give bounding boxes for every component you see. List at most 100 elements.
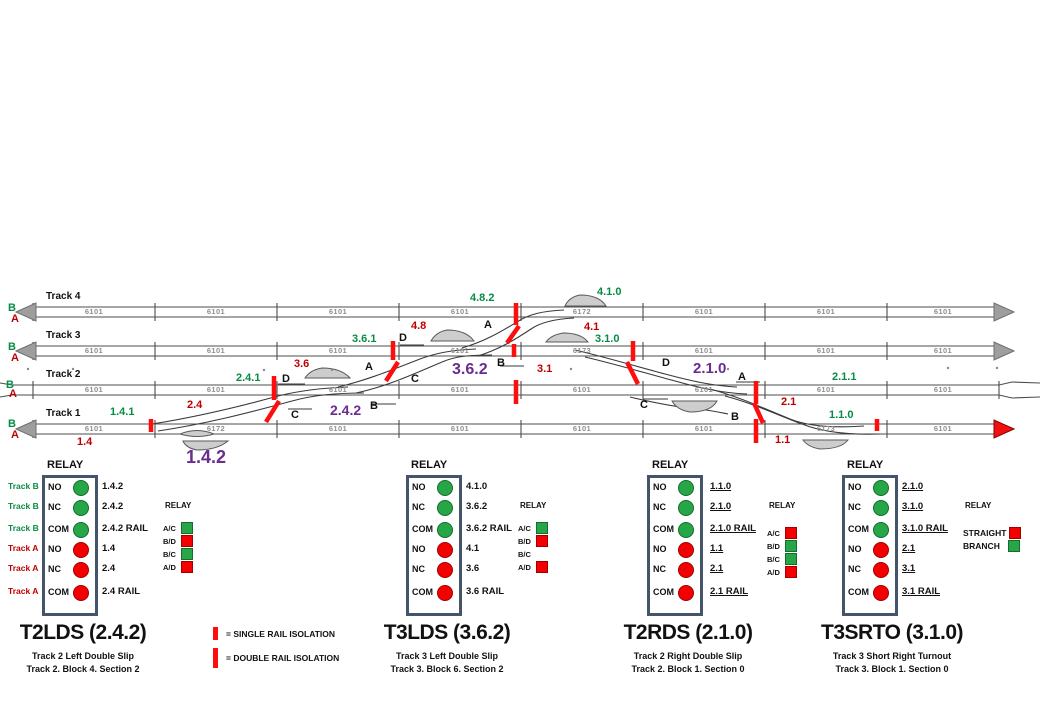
segment-label: 6173	[572, 346, 592, 355]
relay-contact-label: NO	[653, 544, 667, 554]
track-row-label: Track B	[8, 502, 39, 511]
sub-legend-label: BRANCH	[963, 541, 1000, 551]
title-block-t2lds: T2LDS (2.4.2) Track 2 Left Double Slip T…	[0, 620, 166, 676]
relay-contact-label: NO	[48, 544, 62, 554]
section-label-green: 4.1.0	[597, 286, 622, 298]
track-row-label: Track A	[8, 544, 39, 553]
relay-contact-label: NC	[653, 502, 666, 512]
rail-letter-b: B	[8, 302, 16, 314]
sub-legend-swatch	[181, 561, 193, 573]
sub-legend-label: STRAIGHT	[963, 528, 1007, 538]
turnout-subtitle: Track 3. Block 6. Section 2	[390, 664, 504, 674]
section-label-red: 2.1	[781, 396, 797, 408]
track-name: Track 2	[46, 369, 81, 380]
relay-table-title: RELAY	[652, 459, 689, 471]
sub-legend-swatch	[536, 535, 548, 547]
led-indicator	[73, 584, 89, 601]
segment-label: 6101	[816, 307, 836, 316]
relay-contact-label: NC	[412, 564, 425, 574]
relay-contact-label: COM	[848, 587, 869, 597]
track-row-label: Track A	[8, 564, 39, 573]
relay-contact-label: COM	[848, 524, 869, 534]
section-label-red: 4.8	[411, 320, 427, 332]
relay-contact-label: NC	[48, 502, 61, 512]
segment-label: 6101	[206, 385, 226, 394]
segment-label: 6101	[694, 385, 714, 394]
segment-label: 6101	[84, 424, 104, 433]
segment-label: 6101	[84, 385, 104, 394]
led-indicator	[437, 541, 453, 558]
relay-value: 1.4.2	[102, 481, 124, 492]
slip-leg-letter: C	[411, 373, 419, 385]
sub-legend-label: A/C	[163, 523, 176, 533]
rail-isolation-marks	[148, 303, 880, 443]
relay-value: 4.1.0	[466, 481, 488, 492]
sub-legend-label: A/C	[767, 528, 780, 538]
track-row-label: Track B	[8, 482, 39, 491]
slip-leg-letter: B	[370, 400, 378, 412]
relay-value: 1.1	[710, 543, 724, 554]
turnout-subtitle: Track 2. Block 1. Section 0	[631, 664, 745, 674]
relay-contact-label: NO	[848, 544, 862, 554]
sub-legend-label: A/D	[163, 562, 176, 572]
turnout-title: T2RDS (2.1.0)	[623, 621, 753, 644]
section-label-red: 1.4	[77, 436, 93, 448]
relay-contact-label: COM	[653, 524, 674, 534]
slip-name-label: 2.1.0	[693, 360, 727, 377]
led-indicator	[73, 541, 89, 558]
relay-value: 2.4.2 RAIL	[102, 523, 148, 534]
segment-label: 6101	[328, 424, 348, 433]
led-indicator	[678, 561, 694, 578]
sub-legend-swatch	[181, 535, 193, 547]
relay-contact-label: NC	[848, 502, 861, 512]
segment-label: 6101	[572, 385, 592, 394]
relay-table-t3lds: RELAY NO NC COM NO NC COM 4.1.0 3.6.2 3.…	[406, 458, 616, 628]
led-indicator	[873, 499, 889, 516]
led-indicator	[873, 584, 889, 601]
relay-value: 3.1 RAIL	[902, 586, 941, 597]
relay-contact-label: NO	[848, 482, 862, 492]
sub-legend-label: B/C	[163, 549, 176, 559]
segment-label: 6172	[572, 307, 592, 316]
led-indicator	[437, 561, 453, 578]
segment-label: 6101	[694, 307, 714, 316]
single-isolation-bar-icon	[213, 627, 218, 640]
section-label-green: 2.1.1	[832, 371, 857, 383]
sub-legend-label: A/D	[767, 567, 780, 577]
relay-contact-label: NO	[48, 482, 62, 492]
segment-label: 6101	[694, 346, 714, 355]
relay-value: 3.6 RAIL	[466, 586, 505, 597]
section-label-red: 3.1	[537, 363, 553, 375]
segment-label: 6101	[694, 424, 714, 433]
sub-legend-swatch	[785, 553, 797, 565]
relay-table-t3srto: RELAY NO NC COM NO NC COM 2.1.0 3.1.0 3.…	[842, 458, 1040, 628]
turnout-title: T3SRTO (3.1.0)	[821, 621, 964, 644]
segment-label: 6101	[933, 385, 953, 394]
track-arrows	[14, 302, 1016, 439]
sub-legend-label: B/D	[767, 541, 780, 551]
track-row-label: Track A	[8, 587, 39, 596]
reference-dots	[26, 366, 999, 372]
sub-legend-swatch	[785, 566, 797, 578]
right-arrow-track1-red	[993, 419, 1016, 439]
relay-value: 2.4.2	[102, 501, 124, 512]
rail-letter-b: B	[8, 341, 16, 353]
relay-value: 2.1.0	[710, 501, 732, 512]
led-indicator	[873, 541, 889, 558]
slip-leg-letter: C	[291, 409, 299, 421]
relay-contact-label: COM	[412, 524, 433, 534]
slip-leg-letter: A	[738, 371, 746, 383]
slip-leg-letter: C	[640, 399, 648, 411]
track-rails	[0, 303, 1040, 438]
segment-label: 6101	[84, 307, 104, 316]
track-name: Track 4	[46, 291, 81, 302]
slip-leg-letter: D	[282, 373, 290, 385]
turnout-subtitle: Track 3. Block 1. Section 0	[835, 664, 949, 674]
segment-label: 6101	[450, 424, 470, 433]
relay-value: 3.6.2	[466, 501, 488, 512]
led-indicator	[437, 584, 453, 601]
right-arrow-track3	[993, 341, 1016, 361]
sub-legend-swatch	[536, 522, 548, 534]
